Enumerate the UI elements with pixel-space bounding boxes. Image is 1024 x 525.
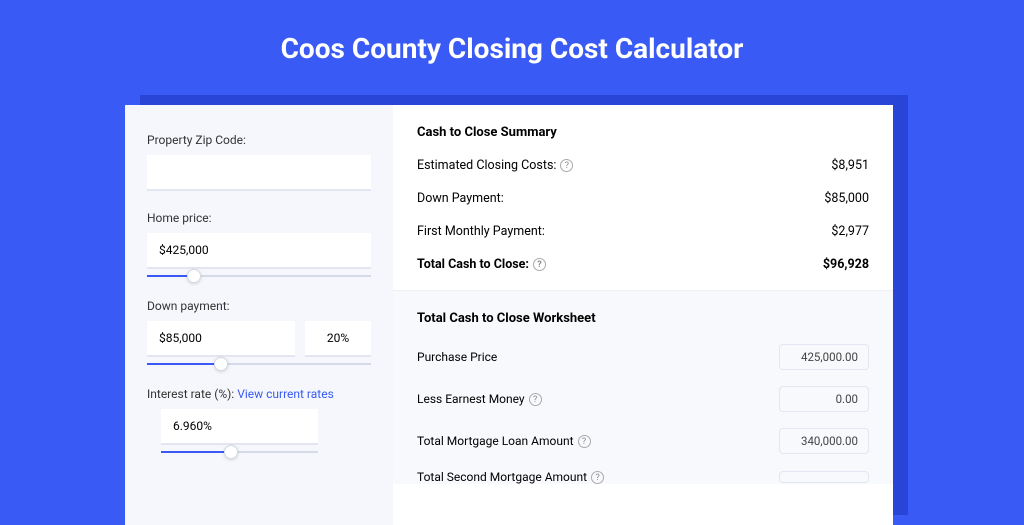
zip-input[interactable] (147, 155, 371, 191)
help-icon[interactable]: ? (591, 471, 604, 484)
summary-row-value: $85,000 (824, 191, 869, 206)
worksheet-title: Total Cash to Close Worksheet (417, 311, 869, 326)
worksheet-row-label: Total Second Mortgage Amount (417, 470, 587, 484)
worksheet-row: Total Mortgage Loan Amount? 340,000.00 (417, 428, 869, 454)
worksheet-row: Less Earnest Money? 0.00 (417, 386, 869, 412)
inputs-panel: Property Zip Code: Home price: Down paym… (125, 105, 393, 525)
worksheet-row-value[interactable] (779, 471, 869, 483)
worksheet-row-value[interactable]: 340,000.00 (779, 428, 869, 454)
summary-total-row: Total Cash to Close:? $96,928 (417, 257, 869, 272)
summary-row: Estimated Closing Costs:? $8,951 (417, 158, 869, 173)
help-icon[interactable]: ? (533, 258, 546, 271)
worksheet-row-value[interactable]: 0.00 (779, 386, 869, 412)
worksheet-row-label: Total Mortgage Loan Amount (417, 434, 574, 448)
worksheet-row-value[interactable]: 425,000.00 (779, 344, 869, 370)
interest-label-row: Interest rate (%): View current rates (147, 387, 371, 401)
summary-row-label: Down Payment: (417, 191, 504, 206)
zip-label: Property Zip Code: (147, 133, 371, 147)
down-payment-input[interactable] (147, 321, 295, 357)
summary-total-value: $96,928 (823, 257, 869, 272)
home-price-label: Home price: (147, 211, 371, 225)
worksheet-panel: Total Cash to Close Worksheet Purchase P… (393, 290, 893, 484)
summary-row: First Monthly Payment: $2,977 (417, 224, 869, 239)
home-price-slider[interactable] (147, 275, 371, 281)
worksheet-row-label: Less Earnest Money (417, 392, 525, 406)
summary-row-label: Estimated Closing Costs: (417, 158, 556, 173)
calculator-card: Property Zip Code: Home price: Down paym… (125, 105, 893, 525)
page-title: Coos County Closing Cost Calculator (0, 0, 1024, 89)
summary-total-label: Total Cash to Close: (417, 257, 529, 272)
interest-slider[interactable] (161, 451, 318, 457)
help-icon[interactable]: ? (578, 435, 591, 448)
help-icon[interactable]: ? (560, 159, 573, 172)
down-payment-slider[interactable] (147, 363, 371, 369)
home-price-input[interactable] (147, 233, 371, 269)
summary-row: Down Payment: $85,000 (417, 191, 869, 206)
summary-panel: Cash to Close Summary Estimated Closing … (393, 105, 893, 525)
worksheet-row-label: Purchase Price (417, 350, 497, 364)
interest-label: Interest rate (%): (147, 387, 237, 401)
view-rates-link[interactable]: View current rates (237, 387, 334, 401)
summary-row-value: $2,977 (831, 224, 869, 239)
summary-row-value: $8,951 (831, 158, 869, 173)
worksheet-row: Total Second Mortgage Amount? (417, 470, 869, 484)
summary-row-label: First Monthly Payment: (417, 224, 545, 239)
worksheet-row: Purchase Price 425,000.00 (417, 344, 869, 370)
interest-input[interactable] (161, 409, 318, 445)
down-payment-pct[interactable]: 20% (305, 321, 371, 357)
summary-title: Cash to Close Summary (417, 125, 869, 140)
help-icon[interactable]: ? (529, 393, 542, 406)
down-payment-label: Down payment: (147, 299, 371, 313)
